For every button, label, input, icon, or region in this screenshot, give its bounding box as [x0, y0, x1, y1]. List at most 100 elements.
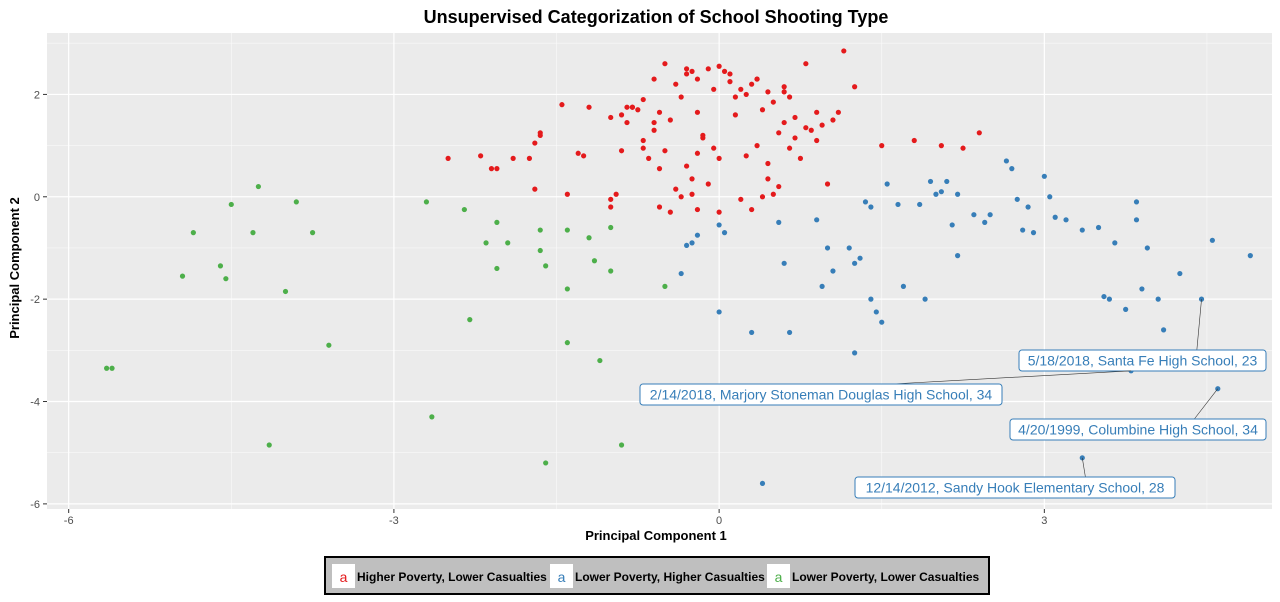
data-point-series-1	[803, 125, 809, 131]
data-point-series-3	[109, 365, 115, 371]
y-axis: -6 -4 -2 0 2	[30, 89, 47, 511]
data-point-series-2	[814, 217, 820, 223]
data-point-series-1	[786, 94, 793, 100]
data-point-series-1	[716, 63, 722, 69]
annotations: 5/18/2018, Santa Fe High School, 23 2/14/…	[639, 299, 1267, 499]
legend-label: Higher Poverty, Lower Casualties	[357, 570, 547, 584]
data-point-series-2	[1003, 158, 1010, 164]
data-point-series-1	[792, 114, 798, 121]
data-point-series-1	[743, 153, 749, 159]
data-point-series-1	[640, 145, 646, 151]
data-point-series-2	[862, 199, 869, 205]
data-point-series-3	[586, 235, 592, 241]
data-point-series-1	[618, 148, 625, 154]
data-point-series-1	[656, 166, 663, 172]
data-point-series-2	[944, 178, 950, 185]
data-point-series-3	[467, 317, 473, 323]
data-point-series-3	[423, 199, 430, 205]
y-tick-label: -2	[30, 294, 40, 306]
data-point-series-2	[824, 245, 831, 251]
data-point-series-1	[673, 186, 679, 192]
data-point-series-1	[705, 181, 711, 187]
data-point-series-2	[927, 178, 934, 185]
data-point-series-2	[1139, 286, 1145, 292]
data-point-series-2	[1009, 166, 1015, 172]
legend-key-glyph: a	[558, 569, 566, 585]
data-point-series-1	[754, 76, 760, 82]
data-point-series-2	[1123, 306, 1129, 312]
data-point-series-3	[223, 276, 229, 282]
y-tick-label: -4	[30, 397, 40, 409]
data-point-series-2	[749, 329, 755, 336]
data-point-series-1	[797, 155, 804, 161]
data-point-series-1	[765, 176, 771, 182]
data-point-series-2	[1052, 214, 1058, 220]
data-point-series-1	[808, 127, 814, 133]
annotation-label-box	[854, 476, 1176, 499]
data-point-series-1	[608, 114, 614, 121]
data-point-series-2	[786, 329, 793, 336]
data-point-series-3	[461, 206, 467, 213]
data-point-series-1	[684, 66, 690, 72]
y-tick-label: 2	[34, 89, 40, 101]
data-point-series-1	[608, 196, 614, 202]
data-point-series-1	[759, 194, 766, 200]
data-point-series-1	[635, 107, 641, 113]
data-point-series-2	[1101, 293, 1107, 300]
data-point-series-1	[781, 119, 787, 126]
data-point-series-2	[721, 230, 728, 236]
data-point-series-1	[667, 209, 673, 215]
data-point-series-3	[543, 460, 549, 466]
data-point-series-2	[884, 181, 890, 187]
data-point-series-1	[613, 191, 619, 197]
data-point-series-3	[104, 365, 110, 371]
data-point-series-2	[759, 480, 766, 487]
data-point-series-2	[955, 191, 961, 197]
data-point-series-2	[917, 201, 923, 208]
data-point-series-3	[282, 288, 289, 295]
x-tick-label: -3	[389, 515, 399, 527]
data-point-series-1	[711, 86, 717, 92]
data-point-series-3	[564, 286, 570, 292]
data-point-series-1	[618, 112, 625, 118]
data-point-series-2	[1025, 204, 1031, 210]
legend-key	[332, 564, 355, 588]
data-point-series-1	[732, 112, 738, 118]
data-point-series-2	[716, 222, 722, 228]
data-point-series-1	[879, 143, 885, 149]
data-point-series-2	[938, 189, 944, 195]
y-axis-title: Principal Component 2	[7, 197, 22, 339]
y-tick-label: 0	[34, 192, 40, 204]
data-point-series-1	[819, 122, 825, 128]
data-point-series-1	[781, 84, 787, 90]
data-point-series-1	[765, 160, 771, 167]
data-point-series-3	[266, 442, 272, 448]
data-point-series-3	[537, 247, 543, 254]
data-point-series-1	[694, 76, 701, 82]
data-point-series-1	[938, 143, 944, 149]
x-axis: -6 -3 0 3	[64, 509, 1047, 527]
data-point-series-3	[537, 227, 543, 233]
data-point-series-2	[1095, 224, 1102, 231]
y-tick-label: -6	[30, 499, 40, 511]
data-point-series-2	[933, 191, 939, 197]
data-point-series-1	[662, 61, 668, 67]
data-point-series-1	[684, 71, 690, 77]
data-point-series-1	[673, 81, 679, 87]
data-point-series-3	[179, 273, 186, 279]
data-point-series-1	[700, 132, 706, 138]
annotation-label: 12/14/2012, Sandy Hook Elementary School…	[866, 480, 1165, 496]
data-point-series-1	[814, 109, 820, 115]
data-point-series-3	[255, 183, 261, 190]
data-point-series-3	[597, 357, 603, 364]
legend-box	[324, 556, 990, 595]
annotation-leader-line	[1081, 457, 1086, 478]
data-point-series-1	[770, 191, 776, 197]
data-point-series-1	[732, 94, 738, 100]
data-point-series-1	[786, 145, 793, 151]
data-point-series-2	[955, 253, 961, 259]
data-point-series-1	[738, 196, 744, 202]
x-tick-label: -6	[64, 515, 74, 527]
data-points	[104, 48, 1253, 487]
